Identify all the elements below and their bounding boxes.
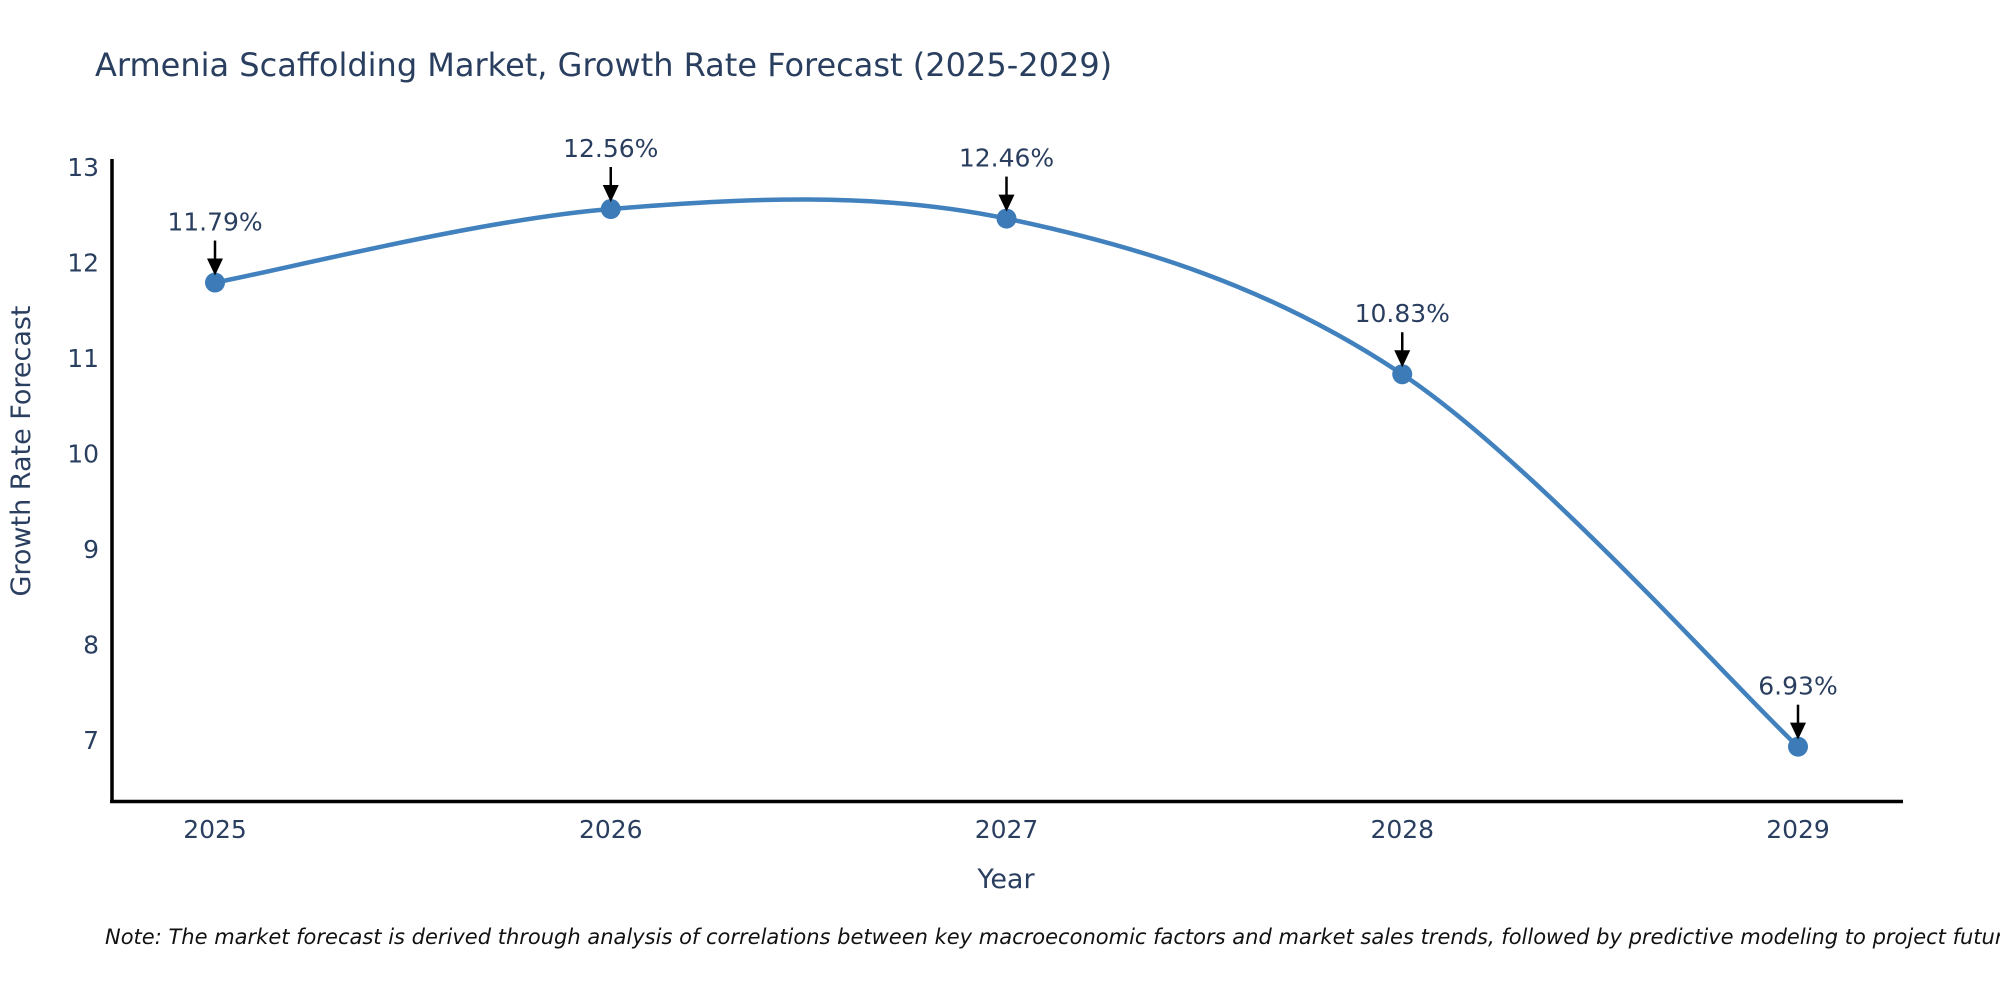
x-axis-tick-labels: 2025 2026 2027 2028 2029: [183, 815, 1830, 844]
x-tick-label: 2027: [975, 815, 1039, 844]
annotation-arrowhead: [998, 194, 1015, 212]
data-point-marker: [996, 208, 1017, 229]
data-point-marker: [205, 272, 225, 293]
y-tick-label: 11: [67, 344, 99, 373]
annotation-arrowhead: [602, 185, 619, 203]
forecast-line: [212, 197, 1801, 749]
y-tick-label: 7: [83, 726, 99, 755]
y-axis-title: Growth Rate Forecast: [6, 305, 37, 596]
chart-title: Armenia Scaffolding Market, Growth Rate …: [95, 46, 1112, 84]
annotation-arrowhead: [207, 258, 223, 276]
annotation-arrowhead: [1790, 722, 1806, 740]
data-point-marker: [1788, 736, 1808, 757]
y-axis-tick-labels: 13 12 11 10 9 8 7: [67, 153, 99, 755]
footnote-text: Note: The market forecast is derived thr…: [105, 925, 2000, 949]
y-tick-label: 13: [67, 153, 99, 182]
data-point-marker: [1392, 364, 1413, 385]
y-tick-label: 12: [67, 248, 99, 277]
annotation-label: 6.93%: [1758, 672, 1837, 701]
y-tick-label: 9: [83, 535, 99, 564]
annotation-label: 11.79%: [167, 208, 262, 237]
annotation-label: 12.46%: [959, 144, 1054, 173]
annotation-label: 10.83%: [1355, 299, 1450, 328]
annotation-arrowhead: [1394, 350, 1411, 368]
x-tick-label: 2026: [579, 815, 643, 844]
y-tick-label: 8: [83, 630, 99, 659]
x-tick-label: 2029: [1766, 815, 1830, 844]
x-tick-label: 2028: [1370, 815, 1434, 844]
annotation-label: 12.56%: [563, 134, 658, 163]
y-tick-label: 10: [67, 439, 99, 468]
point-annotations: 11.79% 12.56% 12.46% 10.83% 6.93%: [167, 134, 1838, 740]
x-tick-label: 2025: [183, 815, 247, 844]
data-point-marker: [600, 199, 621, 220]
x-axis-title: Year: [976, 864, 1035, 895]
forecast-series: [212, 197, 1801, 749]
data-point-markers: [205, 199, 1808, 757]
